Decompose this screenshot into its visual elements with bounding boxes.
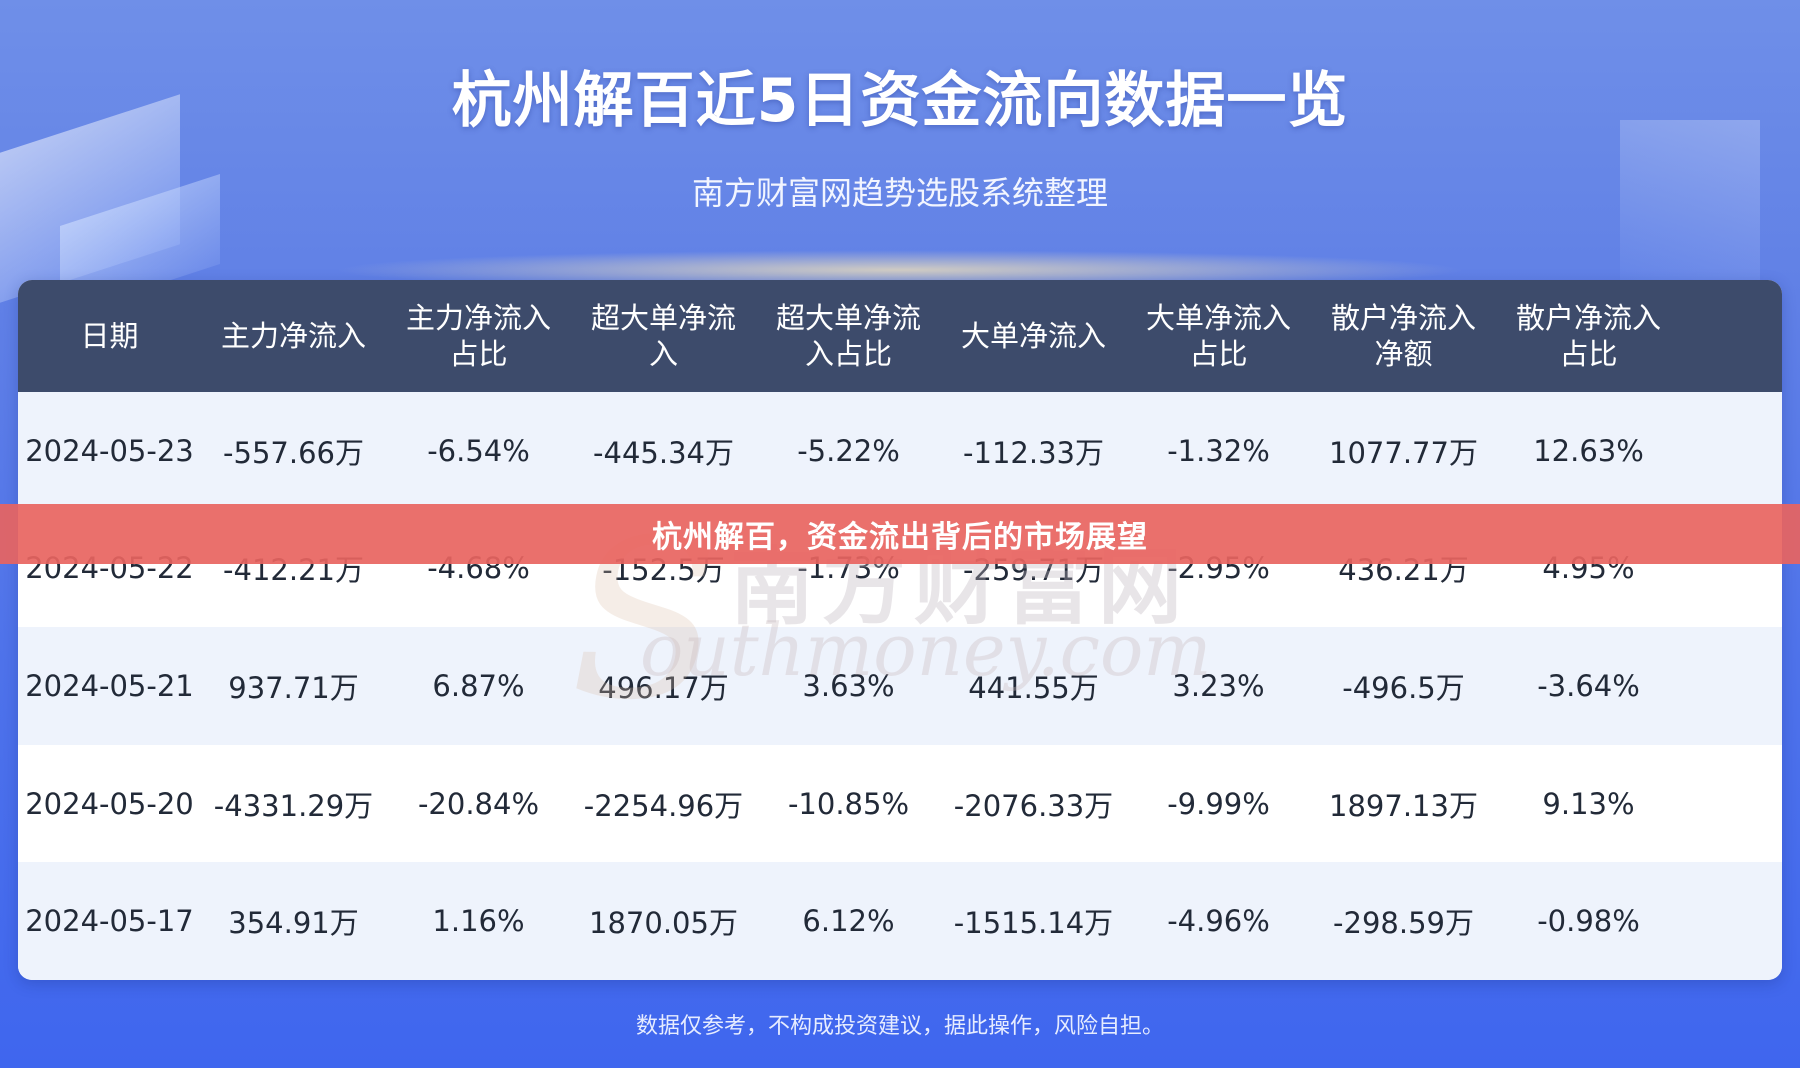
column-header: 散户净流入 占比 (1496, 280, 1681, 392)
value-cell: 3.23% (1172, 668, 1265, 703)
value-cell: 1897.13万 (1329, 788, 1478, 823)
date-cell: 2024-05-23 (25, 433, 194, 468)
column-header-line: 超大单净流 (775, 301, 921, 335)
column-header-line: 大单净流入 (960, 319, 1106, 353)
value-cell: 6.12% (802, 904, 895, 939)
value-cell: 3.63% (802, 668, 895, 703)
column-header-line: 主力净流入 (220, 319, 366, 353)
value-cell: -3.64% (1537, 668, 1640, 703)
disclaimer-text: 数据仅参考，不构成投资建议，据此操作，风险自担。 (635, 1014, 1164, 1039)
value-cell: -1.32% (1167, 433, 1270, 468)
value-cell: -445.34万 (593, 435, 734, 470)
column-header: 大单净流入 (941, 280, 1126, 392)
column-header-line: 占比 (1189, 337, 1248, 371)
date-cell: 2024-05-20 (25, 786, 194, 821)
column-header: 主力净流入 占比 (386, 280, 571, 392)
column-header: 超大单净流 入占比 (756, 280, 941, 392)
column-header-line: 占比 (1559, 337, 1618, 371)
column-header-line: 入 (648, 337, 678, 371)
value-cell: 937.71万 (228, 670, 359, 705)
column-header-line: 净额 (1374, 337, 1433, 371)
column-header: 日期 (18, 280, 201, 392)
column-header-line: 大单净流入 (1145, 301, 1291, 335)
value-cell: 1870.05万 (589, 906, 738, 941)
value-cell: -496.5万 (1342, 670, 1465, 705)
banner-text: 杭州解百，资金流出背后的市场展望 (652, 520, 1148, 555)
value-cell: -2076.33万 (953, 788, 1114, 823)
table-row: 2024-05-21 937.71万 6.87% 496.17万 3.63% 441.55… (18, 627, 1782, 745)
value-cell: -20.84% (417, 786, 540, 821)
value-cell: -4.96% (1167, 904, 1270, 939)
date-cell: 2024-05-17 (25, 904, 194, 939)
value-cell: 1.16% (432, 904, 525, 939)
table-body: 2024-05-23 -557.66万 -6.54% -445.34万 -5.22% -1… (18, 392, 1782, 980)
column-header-line: 散户净流入 (1330, 301, 1476, 335)
value-cell: -9.99% (1167, 786, 1270, 821)
column-header: 大单净流入 占比 (1126, 280, 1311, 392)
fund-flow-table: 日期 主力净流入 主力净流入 占比 超大单净流入超大单净流 入占比 大单净流入 大单净流入 占比… (18, 280, 1782, 980)
value-cell: 12.63% (1533, 433, 1644, 468)
value-cell: -5.22% (797, 433, 900, 468)
column-header: 主力净流入 (201, 280, 386, 392)
column-header-line: 入占比 (804, 337, 892, 371)
headline-banner: 杭州解百，资金流出背后的市场展望 (0, 504, 1800, 564)
header-filler (1681, 280, 1762, 392)
value-cell: -4331.29万 (213, 788, 374, 823)
value-cell: -1515.14万 (953, 906, 1114, 941)
value-cell: -112.33万 (963, 435, 1104, 470)
value-cell: 354.91万 (228, 906, 359, 941)
table-row: 2024-05-20 -4331.29万 -20.84% -2254.96万 -10.8… (18, 744, 1782, 863)
column-header-line: 散户净流入 (1515, 301, 1661, 335)
column-header-line: 占比 (449, 337, 508, 371)
table-header: 日期 主力净流入 主力净流入 占比 超大单净流入超大单净流 入占比 大单净流入 大单净流入 占比… (18, 280, 1782, 392)
page-title: 杭州解百近5日资金流向数据一览 (451, 66, 1349, 136)
column-header: 散户净流入 净额 (1311, 280, 1496, 392)
date-cell: 2024-05-21 (25, 668, 194, 703)
table-row: 2024-05-17 354.91万 1.16% 1870.05万 6.12% -1515… (18, 862, 1782, 980)
column-header-line: 主力净流入 (405, 301, 551, 335)
value-cell: 6.87% (432, 668, 525, 703)
value-cell: -2254.96万 (583, 788, 744, 823)
column-header-line: 超大单净流 (590, 301, 736, 335)
column-header-line: 日期 (80, 319, 139, 353)
column-header: 超大单净流入 (571, 280, 756, 392)
value-cell: -557.66万 (223, 435, 364, 470)
value-cell: -0.98% (1537, 904, 1640, 939)
value-cell: 1077.77万 (1329, 435, 1478, 470)
value-cell: 496.17万 (598, 670, 729, 705)
value-cell: -10.85% (787, 786, 910, 821)
value-cell: 9.13% (1542, 786, 1635, 821)
value-cell: -6.54% (427, 433, 530, 468)
page-subtitle: 南方财富网趋势选股系统整理 (691, 174, 1108, 212)
value-cell: -298.59万 (1333, 906, 1474, 941)
table-row: 2024-05-23 -557.66万 -6.54% -445.34万 -5.22% -1… (18, 392, 1782, 510)
value-cell: 441.55万 (968, 670, 1099, 705)
